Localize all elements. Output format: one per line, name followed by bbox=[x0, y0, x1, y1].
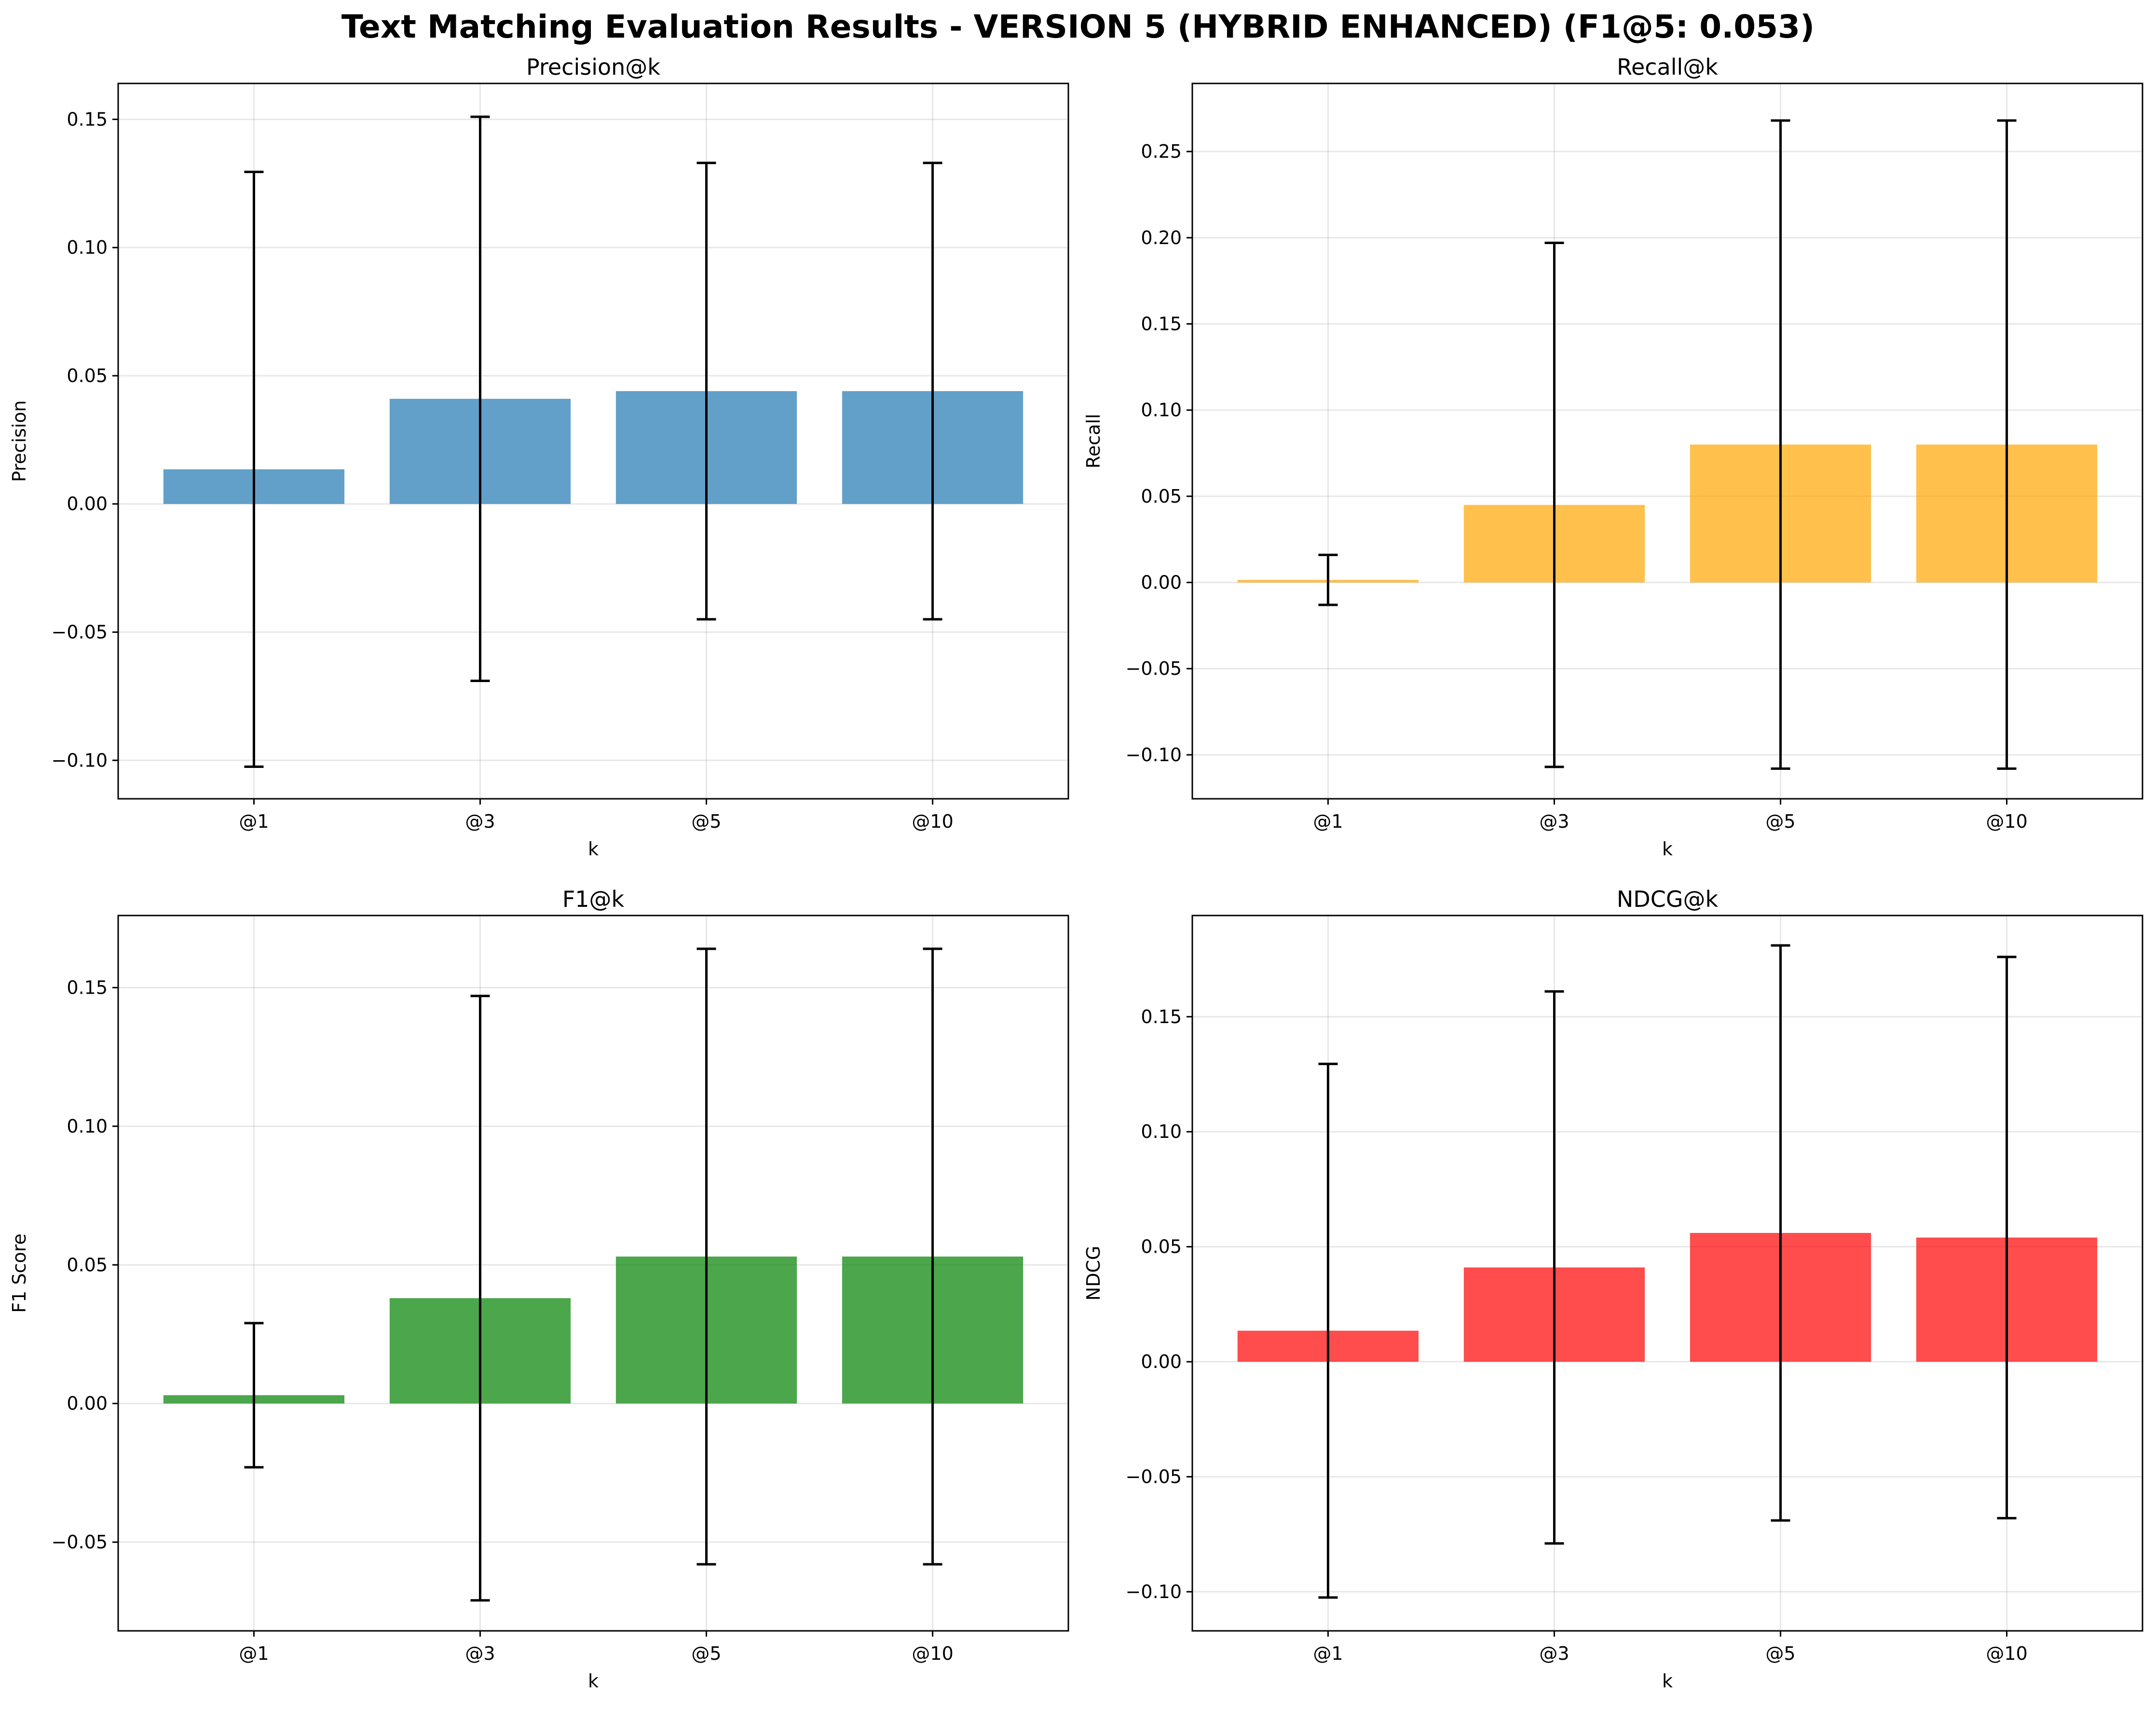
x-tick-label: @5 bbox=[691, 811, 721, 832]
x-tick-label: @1 bbox=[239, 811, 269, 832]
x-tick-label: @1 bbox=[239, 1643, 269, 1664]
y-tick-label: 0.15 bbox=[67, 977, 108, 998]
y-tick-label: 0.00 bbox=[1141, 1351, 1182, 1372]
y-tick-label: 0.10 bbox=[67, 237, 108, 258]
x-tick-label: @10 bbox=[1986, 811, 2027, 832]
y-tick-label: 0.05 bbox=[1141, 1236, 1182, 1258]
y-axis-label: Precision bbox=[9, 400, 30, 482]
y-tick-label: 0.25 bbox=[1141, 141, 1182, 162]
chart-panel-1: −0.10 −0.05 0.00 0.05 0.10 0.15 @1 @3 @5 @10 Preci… bbox=[9, 54, 1069, 860]
x-tick-label: @5 bbox=[1765, 811, 1795, 832]
x-tick-label: @3 bbox=[1539, 811, 1569, 832]
subplot-title: NDCG@k bbox=[1617, 886, 1719, 912]
axes-frame bbox=[1191, 82, 2143, 800]
y-tick-label: 0.10 bbox=[1141, 1121, 1182, 1142]
y-tick-label: −0.10 bbox=[1126, 744, 1182, 766]
subplot-grid: −0.10 −0.05 0.00 0.05 0.10 0.15 @1 @3 @5 @10 Preci… bbox=[9, 54, 2143, 1692]
x-axis-label: k bbox=[1662, 838, 1673, 860]
y-tick-label: 0.05 bbox=[1141, 486, 1182, 507]
y-tick-label: 0.10 bbox=[1141, 399, 1182, 421]
chart-panel-2: −0.10 −0.05 0.00 0.05 0.10 0.15 0.20 0.25 @1 @3 @5… bbox=[1083, 54, 2143, 860]
axes-frame bbox=[117, 82, 1069, 800]
x-tick-label: @5 bbox=[691, 1643, 721, 1664]
y-tick-label: −0.10 bbox=[1126, 1581, 1182, 1602]
y-tick-label: −0.10 bbox=[52, 750, 108, 771]
subplot-title: Recall@k bbox=[1617, 54, 1718, 80]
y-axis-label: NDCG bbox=[1083, 1246, 1104, 1301]
x-tick-label: @10 bbox=[912, 811, 953, 832]
chart-panel-4: −0.10 −0.05 0.00 0.05 0.10 0.15 @1 @3 @5 @10 NDCG@… bbox=[1083, 886, 2143, 1692]
figure-title: Text Matching Evaluation Results - VERSI… bbox=[341, 8, 1815, 45]
y-tick-label: 0.15 bbox=[1141, 1006, 1182, 1027]
x-tick-label: @10 bbox=[912, 1643, 953, 1664]
x-tick-label: @1 bbox=[1313, 811, 1343, 832]
axes-frame bbox=[117, 915, 1069, 1632]
y-tick-label: −0.05 bbox=[52, 1531, 108, 1553]
x-tick-label: @1 bbox=[1313, 1643, 1343, 1664]
subplot-title: Precision@k bbox=[526, 54, 660, 80]
y-tick-label: 0.05 bbox=[67, 1254, 108, 1275]
axes-frame bbox=[1191, 915, 2143, 1632]
x-axis-label: k bbox=[588, 838, 599, 860]
y-tick-label: −0.05 bbox=[52, 621, 108, 643]
x-tick-label: @3 bbox=[465, 811, 495, 832]
x-axis-label: k bbox=[588, 1670, 599, 1692]
y-tick-label: 0.00 bbox=[1141, 572, 1182, 593]
x-tick-label: @3 bbox=[465, 1643, 495, 1664]
y-axis-label: Recall bbox=[1083, 414, 1104, 468]
y-tick-label: −0.05 bbox=[1126, 1466, 1182, 1488]
y-tick-label: 0.10 bbox=[67, 1116, 108, 1137]
y-tick-label: 0.15 bbox=[1141, 314, 1182, 335]
y-tick-label: 0.20 bbox=[1141, 227, 1182, 248]
y-tick-label: 0.00 bbox=[67, 493, 108, 515]
x-tick-label: @10 bbox=[1986, 1643, 2027, 1664]
y-tick-label: 0.00 bbox=[67, 1393, 108, 1414]
x-tick-label: @3 bbox=[1539, 1643, 1569, 1664]
y-tick-label: 0.15 bbox=[67, 109, 108, 130]
y-tick-label: −0.05 bbox=[1126, 658, 1182, 679]
y-tick-label: 0.05 bbox=[67, 365, 108, 386]
x-tick-label: @5 bbox=[1765, 1643, 1795, 1664]
y-axis-label: F1 Score bbox=[9, 1233, 30, 1313]
x-axis-label: k bbox=[1662, 1670, 1673, 1692]
subplot-title: F1@k bbox=[562, 886, 625, 912]
chart-panel-3: −0.05 0.00 0.05 0.10 0.15 @1 @3 @5 @10 F1@k k F1 Sc… bbox=[9, 886, 1069, 1692]
